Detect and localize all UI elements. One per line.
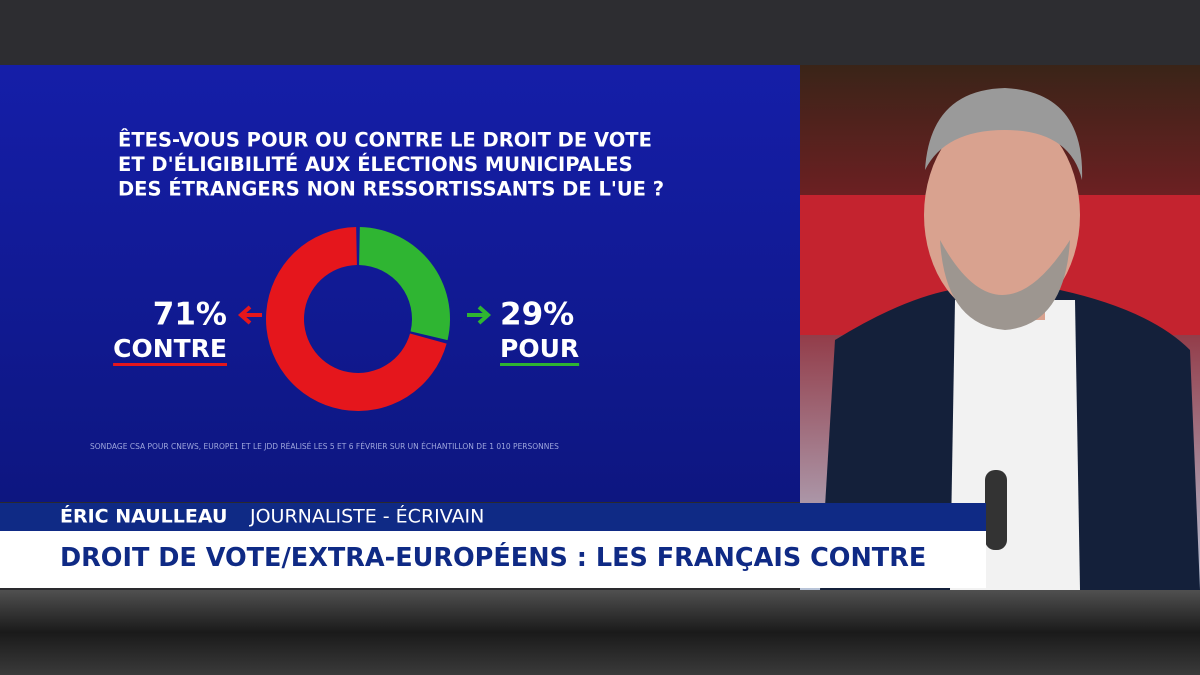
headline: DROIT DE VOTE/EXTRA-EUROPÉENS : LES FRAN… xyxy=(60,543,926,573)
arrow-head xyxy=(237,305,252,325)
category-label: CONTRE xyxy=(113,334,227,363)
value-label: 29% xyxy=(500,297,574,333)
arrow-head xyxy=(477,305,492,325)
name-bar xyxy=(0,503,986,531)
donut-segment xyxy=(359,227,450,341)
guest-role: JOURNALISTE - ÉCRIVAIN xyxy=(249,505,484,528)
top-band xyxy=(0,0,1200,65)
bottom-band xyxy=(0,590,1200,675)
question: ÊTES-VOUS POUR OU CONTRE LE DROIT DE VOT… xyxy=(118,129,664,201)
category-underline xyxy=(500,363,580,366)
question-line: DES ÉTRANGERS NON RESSORTISSANTS DE L'UE… xyxy=(118,178,664,201)
category-underline xyxy=(113,363,227,366)
guest-name: ÉRIC NAULLEAU xyxy=(60,505,227,528)
question-line: ET D'ÉLIGIBILITÉ AUX ÉLECTIONS MUNICIPAL… xyxy=(118,153,633,176)
beard xyxy=(940,240,1070,330)
source-note: SONDAGE CSA POUR CNEWS, EUROPE1 ET LE JD… xyxy=(90,442,559,451)
head xyxy=(924,110,1080,320)
category-label: POUR xyxy=(500,334,579,363)
hair xyxy=(925,88,1083,180)
donut-chart: 71%CONTRE 29%POUR xyxy=(113,227,580,411)
donut-segment xyxy=(266,227,447,411)
headline-bar xyxy=(0,531,986,588)
microphone xyxy=(985,470,1007,550)
question-line: ÊTES-VOUS POUR OU CONTRE LE DROIT DE VOT… xyxy=(118,129,652,152)
value-label: 71% xyxy=(153,297,227,333)
